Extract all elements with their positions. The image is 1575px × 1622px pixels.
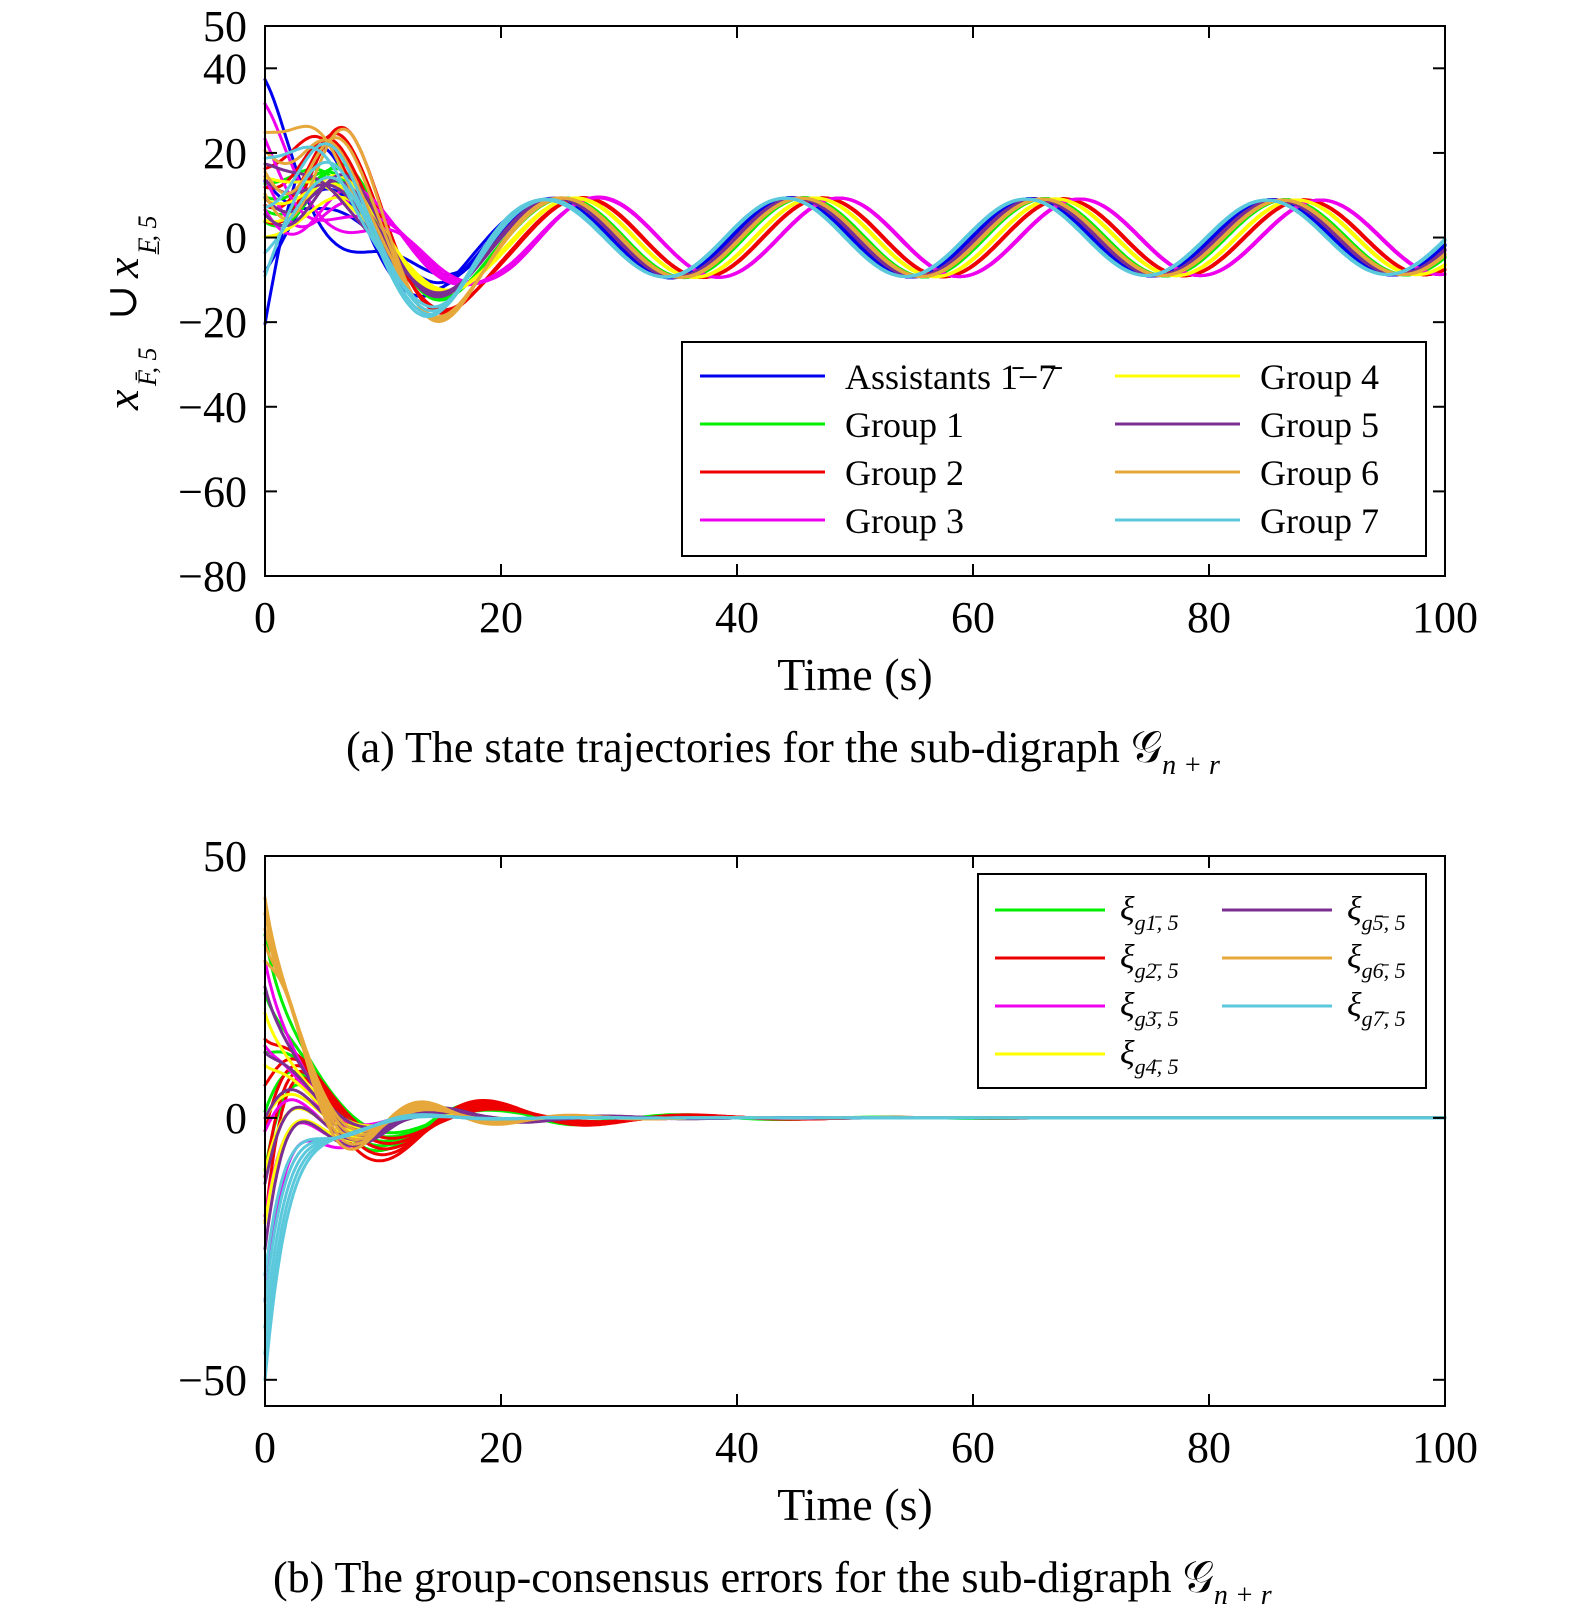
a-y-tick-label: 50 (203, 2, 247, 51)
legend-symbol: ξ (1347, 987, 1362, 1024)
y-label-x2: x (97, 257, 148, 279)
panel-b-legend-label: ξg2̄, 5 (1120, 939, 1179, 983)
panel-a-x-axis-label: Time (s) (777, 649, 933, 700)
legend-symbol: ξ (1120, 891, 1135, 928)
y-label-x1: x (97, 389, 148, 411)
a-y-tick-label: 40 (203, 44, 247, 93)
b-x-tick-label: 0 (254, 1423, 276, 1472)
panel-b-series-line (263, 1107, 1447, 1218)
legend-symbol: ξ (1347, 891, 1362, 928)
legend-subscript: g3̄, 5 (1135, 1006, 1179, 1031)
panel-a-series-line (263, 160, 1447, 319)
panel-a-x-ticks: 0 20 40 60 80 100 (254, 26, 1478, 642)
panel-b-series (263, 896, 1447, 1382)
legend-subscript: g1̄, 5 (1135, 910, 1179, 935)
a-y-tick-label: −80 (178, 552, 247, 601)
panel-a-y-axis-label: x F̄, 5 ∪ x F̲, 5 (97, 215, 162, 411)
b-x-tick-label: 20 (479, 1423, 523, 1472)
panel-b-y-ticks: 50 0 −50 (178, 832, 1445, 1405)
legend-subscript: g6̄, 5 (1362, 958, 1406, 983)
panel-a-legend-label: Group 2 (845, 453, 964, 493)
panel-b-legend-label: ξg3̄, 5 (1120, 987, 1179, 1031)
panel-a-legend-label: Group 7 (1260, 501, 1379, 541)
a-x-tick-label: 20 (479, 593, 523, 642)
panel-a-series-line (263, 127, 1447, 323)
panel-b-series-line (263, 1114, 1447, 1329)
panel-b-series-line (263, 1115, 1447, 1382)
panel-b-series-line (263, 1083, 1447, 1172)
legend-subscript: g5̄, 5 (1362, 910, 1406, 935)
legend-symbol: ξ (1120, 987, 1135, 1024)
panel-b-series-line (263, 1113, 1447, 1277)
b-x-tick-label: 60 (951, 1423, 995, 1472)
b-y-tick-label: −50 (178, 1356, 247, 1405)
panel-b-legend-label: ξg4̄, 5 (1120, 1035, 1179, 1079)
panel-b-x-axis-label: Time (s) (777, 1479, 933, 1530)
panel-a-series-line (263, 102, 1447, 284)
panel-b-series-line (263, 1113, 1447, 1303)
panel-a-legend-label: Group 6 (1260, 453, 1379, 493)
a-y-tick-label: 20 (203, 129, 247, 178)
legend-symbol: ξ (1120, 939, 1135, 976)
a-y-tick-label: −20 (178, 298, 247, 347)
panel-a-legend-label: Assistants 1̄−7̄ (845, 357, 1062, 397)
b-x-tick-label: 40 (715, 1423, 759, 1472)
a-y-tick-label: 0 (225, 214, 247, 263)
panel-a-legend-label: Group 4 (1260, 357, 1379, 397)
panel-a-series-line (263, 137, 1447, 313)
b-y-tick-label: 0 (225, 1094, 247, 1143)
b-y-tick-label: 50 (203, 832, 247, 881)
a-x-tick-label: 100 (1412, 593, 1478, 642)
panel-b-legend-label: ξg1̄, 5 (1120, 891, 1179, 935)
panel-b: 500−50 0 20 40 60 80 100 Time (s) (b) The gro… (178, 832, 1478, 1611)
panel-b-x-ticks: 0 20 40 60 80 100 (254, 856, 1478, 1472)
panel-b-plot-frame (264, 855, 1446, 1407)
panel-a-legend: Assistants 1̄−7̄ Group 1 Group 2 Group 3 Gro… (681, 341, 1427, 557)
panel-a-caption: (a) The state trajectories for the sub-d… (346, 723, 1220, 781)
legend-subscript: g7̄, 5 (1362, 1006, 1406, 1031)
legend-subscript: g2̄, 5 (1135, 958, 1179, 983)
panel-b-legend-label: ξg5̄, 5 (1347, 891, 1406, 935)
panel-b-caption: (b) The group-consensus errors for the s… (273, 1553, 1272, 1611)
panel-b-series-line (263, 1106, 1447, 1303)
panel-b-series-line (263, 1106, 1447, 1251)
panel-a-plot-frame (264, 25, 1446, 577)
panel-b-series-line (263, 1076, 1447, 1225)
panel-b-legend-label: ξg7̄, 5 (1347, 987, 1406, 1031)
a-y-tick-label: −40 (178, 383, 247, 432)
panel-b-series-line (263, 1108, 1447, 1225)
y-label-union: ∪ (100, 285, 146, 320)
b-x-tick-label: 80 (1187, 1423, 1231, 1472)
a-x-tick-label: 60 (951, 593, 995, 642)
legend-subscript: g4̄, 5 (1135, 1054, 1179, 1079)
panel-a-legend-label: Group 3 (845, 501, 964, 541)
b-x-tick-label: 100 (1412, 1423, 1478, 1472)
panel-b-legend-label: ξg6̄, 5 (1347, 939, 1406, 983)
y-label-sub2: F̲, 5 (133, 215, 162, 255)
legend-symbol: ξ (1120, 1035, 1135, 1072)
a-x-tick-label: 40 (715, 593, 759, 642)
legend-symbol: ξ (1347, 939, 1362, 976)
panel-a-legend-label: Group 5 (1260, 405, 1379, 445)
panel-b-series-line (263, 1114, 1447, 1356)
panel-a-series (263, 78, 1447, 326)
panel-a-legend-label: Group 1 (845, 405, 964, 445)
a-x-tick-label: 80 (1187, 593, 1231, 642)
a-y-tick-label: −60 (178, 467, 247, 516)
a-x-tick-label: 0 (254, 593, 276, 642)
y-label-sub1: F̄, 5 (133, 347, 162, 387)
